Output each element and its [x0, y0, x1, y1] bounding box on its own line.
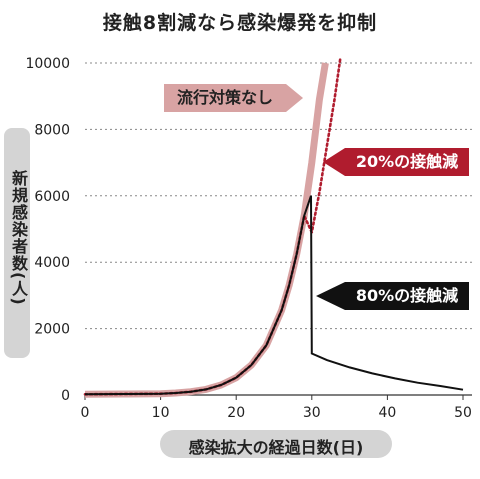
callout-20-percent: 20%の接触減: [345, 148, 469, 176]
tick-labels: 0 2000 4000 6000 8000 10000 0 10 20 30 40 50: [25, 56, 471, 421]
x-axis-label-box: 感染拡大の経過日数(日): [160, 430, 392, 458]
chart-title: 接触8割減なら感染爆発を抑制: [102, 12, 378, 34]
x-tick-label-1: 10: [152, 405, 170, 421]
callout-arrows: [286, 84, 345, 310]
callout-80-percent: 80%の接触減: [345, 282, 469, 310]
x-tick-label-4: 40: [378, 405, 396, 421]
callout-no-measures-pointer: [286, 84, 303, 112]
y-tick-label-1: 2000: [34, 322, 70, 338]
callout-20-percent-pointer: [323, 148, 345, 176]
grid-lines: [84, 62, 472, 400]
y-tick-label-5: 10000: [25, 56, 70, 72]
y-axis-label: 新規感染者数(人): [9, 170, 28, 306]
x-tick-label-2: 20: [227, 405, 245, 421]
y-tick-label-4: 8000: [34, 122, 70, 138]
x-tick-label-0: 0: [81, 405, 90, 421]
series-line-80-percent: [84, 195, 464, 396]
callout-no-measures: 流行対策なし: [164, 84, 286, 112]
y-tick-label-3: 6000: [34, 189, 70, 205]
callout-20-percent-label: 20%の接触減: [355, 152, 459, 171]
x-tick-label-5: 50: [454, 405, 472, 421]
y-axis-label-box: 新規感染者数(人): [4, 128, 30, 358]
x-axis-label: 感染拡大の経過日数(日): [188, 438, 364, 457]
series-line-no-measures: [84, 62, 329, 398]
callout-80-percent-pointer: [316, 282, 345, 310]
callout-no-measures-label: 流行対策なし: [176, 88, 273, 107]
callout-80-percent-label: 80%の接触減: [355, 286, 459, 305]
series-lines: [83, 55, 464, 398]
x-tick-label-3: 30: [303, 405, 321, 421]
y-tick-label-0: 0: [61, 388, 70, 404]
y-tick-label-2: 4000: [34, 255, 70, 271]
